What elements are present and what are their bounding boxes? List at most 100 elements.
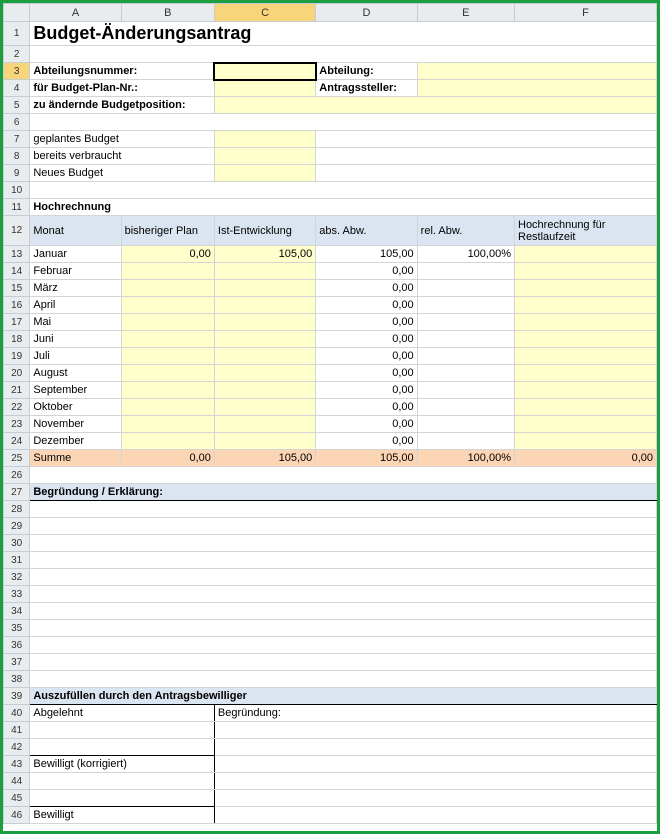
row-46[interactable]: 46 Bewilligt	[4, 807, 657, 824]
abteilung-input[interactable]	[417, 63, 656, 80]
month-i[interactable]	[214, 399, 315, 416]
month-b[interactable]	[121, 399, 214, 416]
month-name[interactable]: Juli	[30, 348, 121, 365]
row-42[interactable]: 42	[4, 739, 657, 756]
th-relabw[interactable]: rel. Abw.	[417, 216, 514, 246]
row-hdr-24[interactable]: 24	[4, 433, 30, 450]
row-hdr-28[interactable]: 28	[4, 501, 30, 518]
explanation-cell[interactable]	[30, 552, 657, 569]
row-15[interactable]: 15März0,00	[4, 280, 657, 297]
month-i[interactable]	[214, 365, 315, 382]
corner-cell[interactable]	[4, 4, 30, 22]
column-header-row[interactable]: A B C D E F	[4, 4, 657, 22]
month-a[interactable]: 0,00	[316, 314, 417, 331]
month-r[interactable]	[417, 297, 514, 314]
antragssteller-input[interactable]	[417, 80, 656, 97]
row-hdr-34[interactable]: 34	[4, 603, 30, 620]
row-hdr-27[interactable]: 27	[4, 484, 30, 501]
month-h[interactable]	[515, 416, 657, 433]
explanation-cell[interactable]	[30, 586, 657, 603]
sum-r[interactable]: 100,00%	[417, 450, 514, 467]
th-rest[interactable]: Hochrechnung für Restlaufzeit	[515, 216, 657, 246]
abteilungsnummer-input[interactable]	[214, 63, 315, 80]
row-1[interactable]: 1 Budget-Änderungsantrag	[4, 22, 657, 46]
row-hdr-31[interactable]: 31	[4, 552, 30, 569]
month-a[interactable]: 0,00	[316, 263, 417, 280]
budgetposition-input[interactable]	[214, 97, 656, 114]
row-hdr-25[interactable]: 25	[4, 450, 30, 467]
row-35[interactable]: 35	[4, 620, 657, 637]
row-hdr-30[interactable]: 30	[4, 535, 30, 552]
sum-i[interactable]: 105,00	[214, 450, 315, 467]
row-25[interactable]: 25 Summe 0,00 105,00 105,00 100,00% 0,00	[4, 450, 657, 467]
month-a[interactable]: 105,00	[316, 246, 417, 263]
month-h[interactable]	[515, 399, 657, 416]
col-hdr-F[interactable]: F	[515, 4, 657, 22]
row-hdr-22[interactable]: 22	[4, 399, 30, 416]
month-name[interactable]: Mai	[30, 314, 121, 331]
row-14[interactable]: 14Februar0,00	[4, 263, 657, 280]
sum-h[interactable]: 0,00	[515, 450, 657, 467]
month-a[interactable]: 0,00	[316, 280, 417, 297]
row-20[interactable]: 20August0,00	[4, 365, 657, 382]
month-name[interactable]: Dezember	[30, 433, 121, 450]
row-11[interactable]: 11 Hochrechnung	[4, 199, 657, 216]
row-29[interactable]: 29	[4, 518, 657, 535]
month-r[interactable]	[417, 382, 514, 399]
row-hdr-21[interactable]: 21	[4, 382, 30, 399]
row-30[interactable]: 30	[4, 535, 657, 552]
cell-2[interactable]	[30, 46, 657, 63]
month-a[interactable]: 0,00	[316, 365, 417, 382]
neues-label[interactable]: Neues Budget	[30, 165, 215, 182]
title-cell[interactable]: Budget-Änderungsantrag	[30, 22, 657, 46]
month-name[interactable]: Januar	[30, 246, 121, 263]
hochrechnung-title[interactable]: Hochrechnung	[30, 199, 657, 216]
row-hdr-37[interactable]: 37	[4, 654, 30, 671]
month-name[interactable]: Juni	[30, 331, 121, 348]
row-5[interactable]: 5 zu ändernde Budgetposition:	[4, 97, 657, 114]
month-h[interactable]	[515, 433, 657, 450]
month-name[interactable]: Oktober	[30, 399, 121, 416]
row-hdr-8[interactable]: 8	[4, 148, 30, 165]
row-21[interactable]: 21September0,00	[4, 382, 657, 399]
row-22[interactable]: 22Oktober 0,00	[4, 399, 657, 416]
row-10[interactable]: 10	[4, 182, 657, 199]
month-a[interactable]: 0,00	[316, 348, 417, 365]
month-h[interactable]	[515, 263, 657, 280]
month-name[interactable]: November	[30, 416, 121, 433]
month-r[interactable]	[417, 433, 514, 450]
row-28[interactable]: 28	[4, 501, 657, 518]
th-monat[interactable]: Monat	[30, 216, 121, 246]
month-r[interactable]	[417, 416, 514, 433]
row-4[interactable]: 4 für Budget-Plan-Nr.: Antragssteller:	[4, 80, 657, 97]
row-hdr-9[interactable]: 9	[4, 165, 30, 182]
budgetplan-input[interactable]	[214, 80, 315, 97]
row-hdr-19[interactable]: 19	[4, 348, 30, 365]
abteilungsnummer-label[interactable]: Abteilungsnummer:	[30, 63, 215, 80]
month-b[interactable]	[121, 348, 214, 365]
month-b[interactable]	[121, 331, 214, 348]
row-3[interactable]: 3 Abteilungsnummer: Abteilung:	[4, 63, 657, 80]
month-h[interactable]	[515, 314, 657, 331]
row-hdr-12[interactable]: 12	[4, 216, 30, 246]
row-18[interactable]: 18Juni0,00	[4, 331, 657, 348]
row-hdr-44[interactable]: 44	[4, 773, 30, 790]
sum-a[interactable]: 105,00	[316, 450, 417, 467]
month-a[interactable]: 0,00	[316, 399, 417, 416]
row-hdr-20[interactable]: 20	[4, 365, 30, 382]
th-ist[interactable]: Ist-Entwicklung	[214, 216, 315, 246]
month-a[interactable]: 0,00	[316, 382, 417, 399]
verbraucht-input[interactable]	[214, 148, 315, 165]
row-24[interactable]: 24Dezember0,00	[4, 433, 657, 450]
month-h[interactable]	[515, 348, 657, 365]
row-7[interactable]: 7 geplantes Budget	[4, 131, 657, 148]
row-hdr-3[interactable]: 3	[4, 63, 30, 80]
row-33[interactable]: 33	[4, 586, 657, 603]
row-hdr-40[interactable]: 40	[4, 705, 30, 722]
month-r[interactable]	[417, 280, 514, 297]
row-hdr-46[interactable]: 46	[4, 807, 30, 824]
month-r[interactable]	[417, 348, 514, 365]
month-r[interactable]	[417, 263, 514, 280]
month-i[interactable]	[214, 382, 315, 399]
row-8[interactable]: 8 bereits verbraucht	[4, 148, 657, 165]
